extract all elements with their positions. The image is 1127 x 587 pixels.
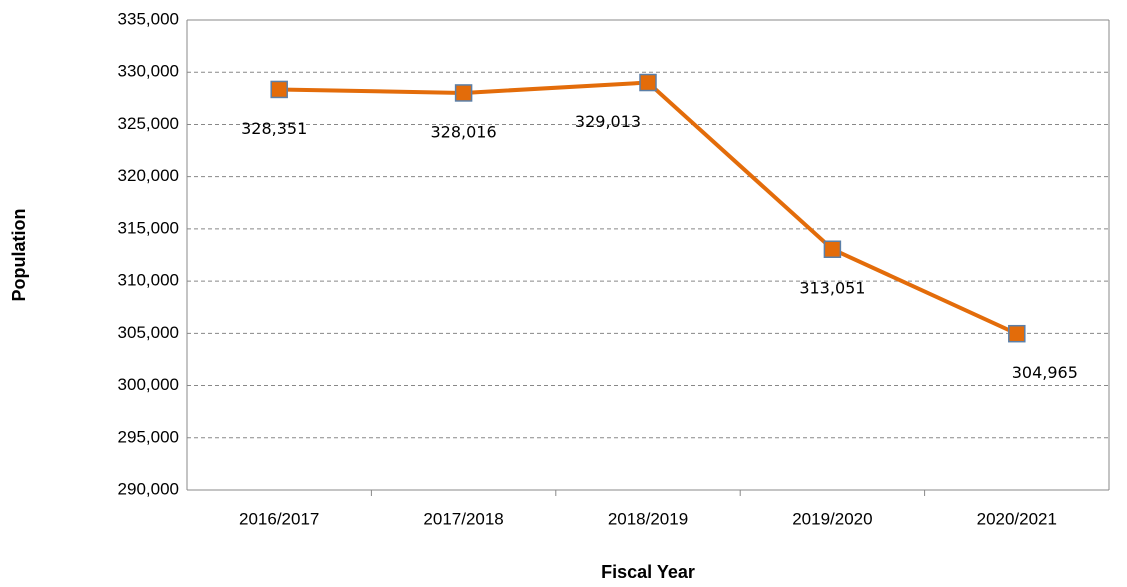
data-label: 304,965 — [1012, 363, 1078, 382]
y-tick-label: 325,000 — [118, 114, 179, 133]
data-marker — [823, 240, 842, 258]
x-tick-label: 2016/2017 — [239, 509, 319, 528]
data-label: 329,013 — [575, 112, 641, 131]
y-tick-label: 335,000 — [118, 9, 179, 28]
data-marker — [454, 84, 473, 102]
data-label: 313,051 — [799, 279, 865, 298]
y-axis-title: Population — [9, 209, 29, 302]
y-tick-label: 320,000 — [118, 166, 179, 185]
y-tick-label: 290,000 — [118, 479, 179, 498]
data-marker — [1008, 324, 1026, 343]
data-label: 328,351 — [241, 119, 307, 138]
data-line — [279, 80, 1018, 336]
x-tick-label: 2017/2018 — [423, 509, 503, 528]
x-axis-title: Fiscal Year — [601, 562, 695, 582]
x-tick-label: 2018/2019 — [608, 509, 688, 528]
y-tick-label: 305,000 — [118, 323, 179, 342]
y-tick-label: 315,000 — [118, 218, 179, 237]
y-tick-label: 330,000 — [118, 62, 179, 81]
x-tick-label: 2020/2021 — [977, 509, 1057, 528]
x-tick-label: 2019/2020 — [792, 509, 872, 528]
y-tick-label: 295,000 — [118, 427, 179, 446]
data-marker — [270, 80, 288, 99]
y-tick-label: 300,000 — [118, 375, 179, 394]
y-tick-label: 310,000 — [118, 271, 179, 290]
data-marker — [639, 73, 657, 92]
data-label: 328,016 — [431, 122, 497, 141]
